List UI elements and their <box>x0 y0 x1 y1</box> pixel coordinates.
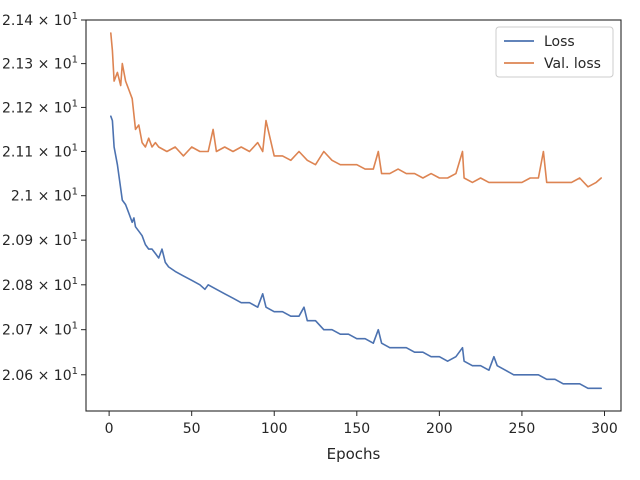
y-tick-label: 2.14 × 101 <box>2 11 78 29</box>
x-tick-label: 50 <box>183 421 201 437</box>
y-tick-label: 2.08 × 101 <box>2 276 78 294</box>
legend: Loss Val. loss <box>495 26 614 78</box>
axes-frame <box>85 19 622 412</box>
legend-label: Loss <box>544 34 575 50</box>
x-tick-label: 150 <box>343 421 370 437</box>
x-tick-label: 100 <box>261 421 288 437</box>
y-tick-label: 2.06 × 101 <box>2 366 78 384</box>
y-tick-label: 2.13 × 101 <box>2 55 78 73</box>
x-tick-label: 200 <box>426 421 453 437</box>
y-tick-label: 2.09 × 101 <box>2 231 78 249</box>
legend-box <box>495 26 614 78</box>
legend-label: Val. loss <box>544 56 601 72</box>
series-line-loss <box>110 115 603 390</box>
y-tick-label: 2.11 × 101 <box>2 142 78 160</box>
y-tick-label: 2.12 × 101 <box>2 98 78 116</box>
y-tick-label: 2.07 × 101 <box>2 321 78 339</box>
x-tick-label: 300 <box>591 421 618 437</box>
series-layer <box>110 32 603 390</box>
x-tick-label: 250 <box>509 421 536 437</box>
y-tick-label: 2.1 × 101 <box>11 187 78 205</box>
x-tick-label: 0 <box>105 421 114 437</box>
x-axis: 0 50 100 150 200 250 300 <box>105 411 618 437</box>
x-axis-title: Epochs <box>327 445 381 463</box>
series-line-val-loss <box>110 32 603 188</box>
y-axis: 2.06 × 101 2.07 × 101 2.08 × 101 2.09 × 101… <box>2 11 86 384</box>
